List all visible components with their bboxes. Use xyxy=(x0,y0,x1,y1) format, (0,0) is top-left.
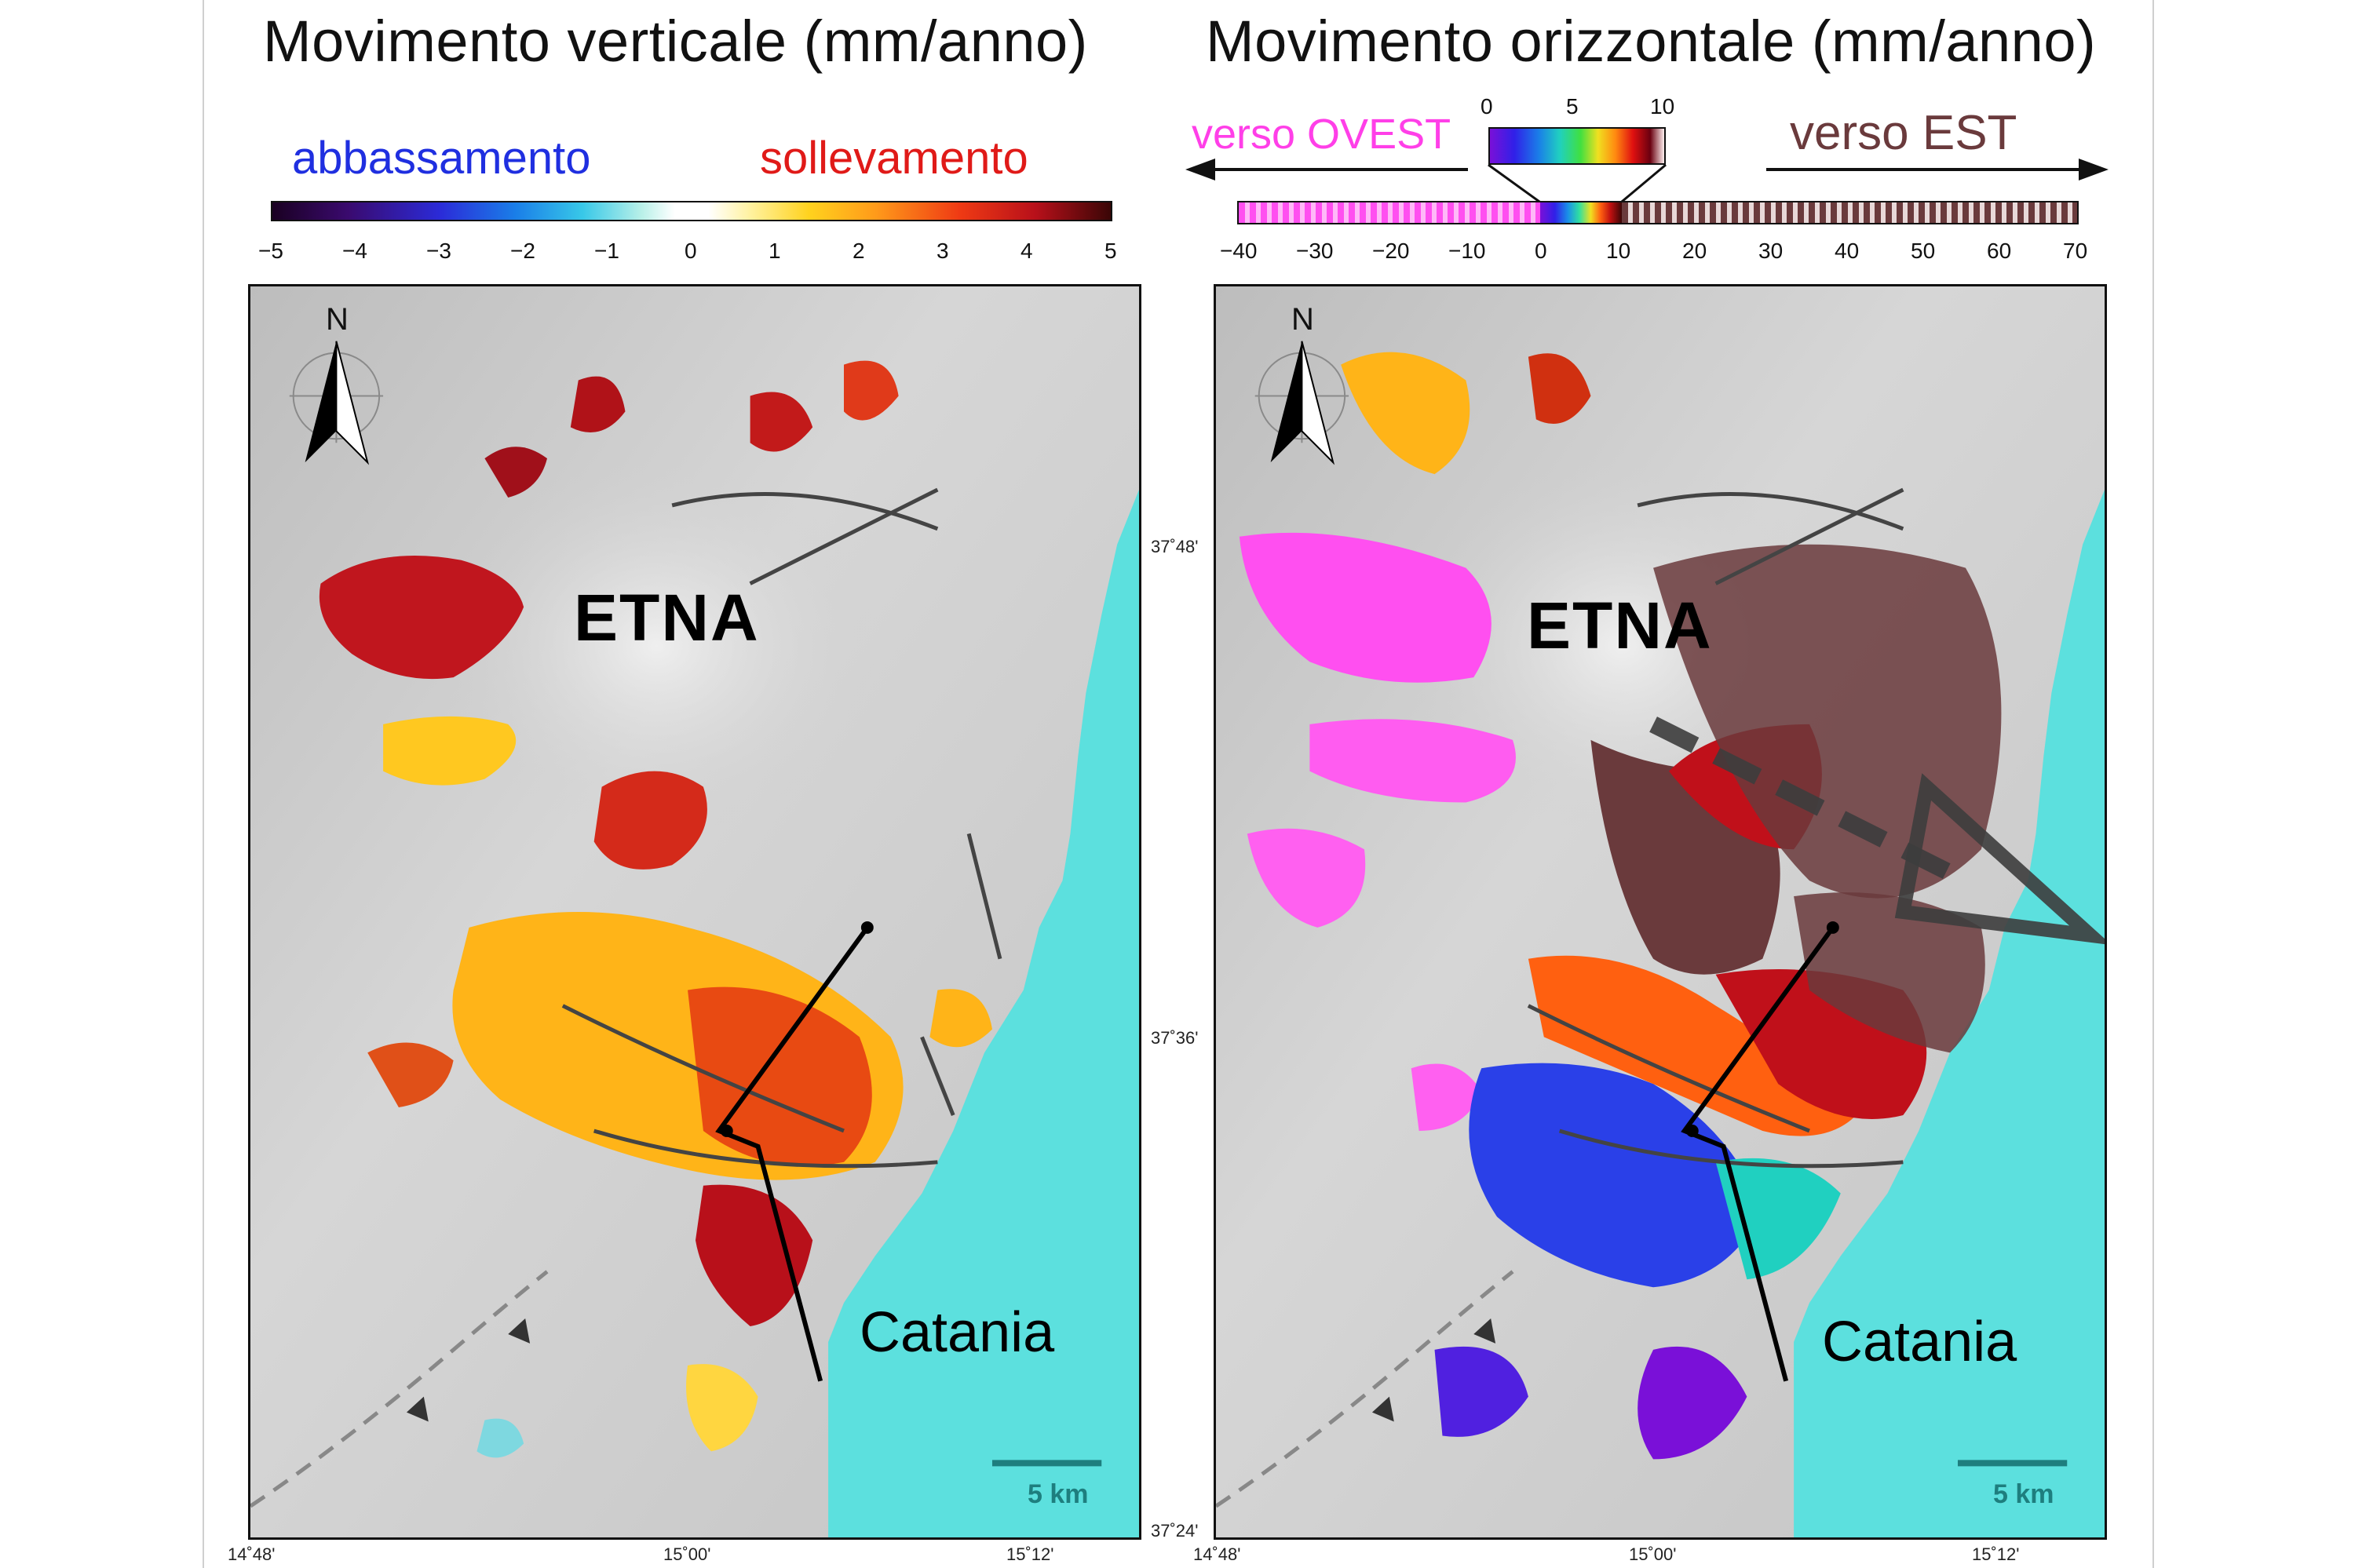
section-line xyxy=(1681,926,1835,1382)
lon-label: 15˚00' xyxy=(1629,1544,1677,1564)
frame-right-line xyxy=(2152,0,2154,1568)
lon-label: 15˚12' xyxy=(1972,1544,2020,1564)
legend-high-label: sollevamento xyxy=(760,133,1028,184)
htick: −40 xyxy=(1220,239,1258,263)
deformation-patches xyxy=(1239,352,2002,1460)
vtick: 2 xyxy=(853,239,865,263)
htick: −20 xyxy=(1372,239,1410,263)
horizontal-title: Movimento orizzontale (mm/anno) xyxy=(1206,9,2097,74)
fault-lines xyxy=(1527,487,1904,1169)
lat-label: 37˚24' xyxy=(1151,1521,1199,1541)
fault-lines xyxy=(561,487,1002,1169)
section-line xyxy=(715,926,870,1382)
vtick: −4 xyxy=(342,239,367,263)
thrust-line xyxy=(1216,1270,1514,1508)
thrust-tooth xyxy=(1473,1318,1496,1344)
vtick: 5 xyxy=(1104,239,1117,263)
frame-left-line xyxy=(203,0,204,1568)
deformation-patches xyxy=(319,360,992,1458)
vtick: −2 xyxy=(510,239,535,263)
vtick: −1 xyxy=(594,239,619,263)
sea-area xyxy=(828,490,1139,1537)
horizontal-map-canvas xyxy=(1216,286,2105,1537)
volcano-label: ETNA xyxy=(574,581,760,655)
scale-label: 5 km xyxy=(1993,1479,2054,1509)
vertical-title: Movimento verticale (mm/anno) xyxy=(263,9,1088,74)
section-endpoint xyxy=(720,1124,733,1137)
htick: 20 xyxy=(1682,239,1707,263)
vtick: 3 xyxy=(937,239,949,263)
vtick: −3 xyxy=(426,239,451,263)
horizontal-map[interactable]: N ETNA Catania 5 km xyxy=(1214,284,2107,1540)
lat-label: 37˚36' xyxy=(1151,1028,1199,1048)
city-label: Catania xyxy=(860,1301,1055,1364)
lon-label: 15˚12' xyxy=(1006,1544,1054,1564)
section-endpoint xyxy=(1826,921,1839,934)
horizontal-colorbar-east xyxy=(1622,202,2077,223)
city-label: Catania xyxy=(1822,1311,2017,1373)
vertical-map-canvas xyxy=(250,286,1139,1537)
lon-label: 15˚00' xyxy=(663,1544,711,1564)
htick: 40 xyxy=(1835,239,1860,263)
lat-label: 37˚48' xyxy=(1151,537,1199,556)
vtick: 1 xyxy=(769,239,781,263)
vtick: 0 xyxy=(685,239,697,263)
vertical-colorbar xyxy=(271,201,1112,221)
htick: −10 xyxy=(1448,239,1486,263)
thrust-line xyxy=(250,1270,549,1508)
volcano-label: ETNA xyxy=(1527,589,1713,662)
thrust-tooth xyxy=(508,1318,531,1344)
inset-colorbar xyxy=(1488,127,1666,165)
direction-arrows xyxy=(1185,159,2109,181)
thrust-tooth xyxy=(406,1396,429,1422)
htick: 70 xyxy=(2063,239,2088,263)
sea-area xyxy=(1794,490,2105,1537)
summit-area xyxy=(437,458,875,834)
scale-label: 5 km xyxy=(1028,1479,1089,1509)
lon-label: 14˚48' xyxy=(228,1544,276,1564)
west-label: verso OVEST xyxy=(1192,111,1451,158)
north-arrow-icon xyxy=(289,341,384,465)
vtick: 4 xyxy=(1020,239,1033,263)
section-endpoint xyxy=(1685,1124,1699,1137)
north-label: N xyxy=(1291,302,1314,337)
legend-low-label: abbassamento xyxy=(292,133,591,184)
htick: 50 xyxy=(1911,239,1936,263)
htick: 0 xyxy=(1535,239,1547,263)
north-label: N xyxy=(326,302,349,337)
htick: 30 xyxy=(1758,239,1784,263)
inset-tick: 0 xyxy=(1481,94,1493,119)
lon-label: 14˚48' xyxy=(1193,1544,1241,1564)
vertical-map[interactable]: N ETNA Catania 5 km xyxy=(248,284,1141,1540)
htick: 10 xyxy=(1606,239,1631,263)
vtick: −5 xyxy=(258,239,283,263)
section-endpoint xyxy=(860,921,874,934)
inset-connector xyxy=(1488,163,1667,207)
htick: 60 xyxy=(1987,239,2012,263)
motion-arrow-icon xyxy=(1649,717,2105,945)
thrust-tooth xyxy=(1371,1396,1394,1422)
horizontal-colorbar-center xyxy=(1540,202,1622,223)
north-arrow-icon xyxy=(1254,341,1349,465)
htick: −30 xyxy=(1296,239,1334,263)
inset-tick: 5 xyxy=(1566,94,1579,119)
east-label: verso EST xyxy=(1790,106,2017,160)
inset-tick: 10 xyxy=(1650,94,1675,119)
